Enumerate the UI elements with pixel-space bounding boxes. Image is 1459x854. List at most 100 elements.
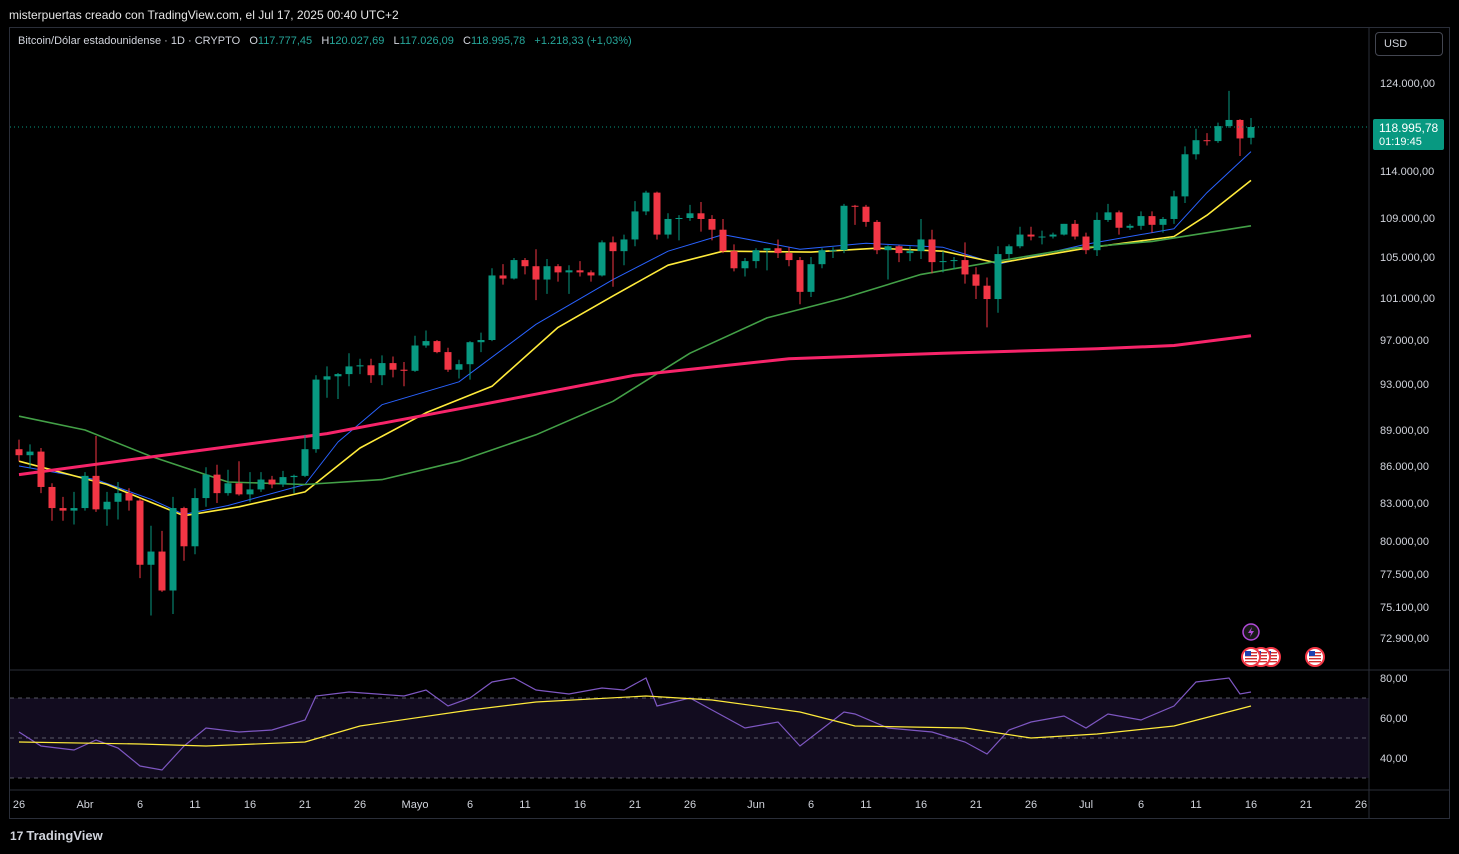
candle-body bbox=[1225, 119, 1233, 127]
candle bbox=[268, 475, 276, 489]
candle bbox=[70, 491, 78, 525]
last-price-value: 118.995,78 bbox=[1379, 121, 1439, 135]
candle bbox=[455, 359, 463, 379]
candle-body bbox=[851, 205, 859, 207]
candle-body bbox=[367, 365, 375, 376]
price-tick-label: 105.000,00 bbox=[1380, 252, 1435, 264]
candle-body bbox=[411, 345, 419, 371]
candle bbox=[730, 244, 738, 272]
candle-body bbox=[169, 508, 177, 591]
candle bbox=[1225, 90, 1233, 128]
candle bbox=[488, 268, 496, 342]
candle bbox=[1060, 223, 1068, 236]
candle-body bbox=[334, 374, 342, 377]
candle bbox=[543, 259, 551, 294]
candle bbox=[752, 248, 760, 269]
candle bbox=[235, 461, 243, 496]
ma-red-line bbox=[18, 334, 1252, 477]
candle bbox=[246, 472, 254, 502]
price-tick-label: 89.000,00 bbox=[1380, 425, 1429, 437]
candle bbox=[81, 472, 89, 511]
candle bbox=[906, 246, 914, 262]
tradingview-footer[interactable]: 17 TradingView bbox=[10, 828, 103, 843]
price-tick-label: 101.000,00 bbox=[1380, 293, 1435, 305]
candle-body bbox=[312, 379, 320, 450]
candle bbox=[532, 249, 540, 301]
candle bbox=[774, 239, 782, 259]
candle bbox=[587, 270, 595, 282]
legend-close-label: C bbox=[463, 35, 471, 47]
candle bbox=[708, 215, 716, 241]
time-tick-label: 6 bbox=[467, 799, 473, 811]
flag-stripe bbox=[1265, 661, 1277, 663]
candle bbox=[1016, 226, 1024, 249]
candle-body bbox=[1115, 212, 1123, 228]
candle bbox=[433, 340, 441, 354]
lightning-bolt bbox=[1248, 627, 1254, 637]
candle-body bbox=[125, 493, 133, 501]
time-tick-label: 26 bbox=[684, 799, 696, 811]
candle-body bbox=[213, 474, 221, 494]
candle-body bbox=[1192, 140, 1200, 155]
candle-body bbox=[609, 242, 617, 252]
candle bbox=[1192, 128, 1200, 160]
candle-body bbox=[884, 246, 892, 251]
currency-button[interactable]: USD bbox=[1375, 32, 1443, 56]
candle bbox=[48, 483, 56, 521]
candle bbox=[59, 496, 67, 521]
flag-stripe bbox=[1309, 661, 1321, 663]
price-tick-label: 114.000,00 bbox=[1380, 166, 1434, 178]
candle bbox=[257, 472, 265, 492]
ma-green-line bbox=[18, 225, 1252, 486]
candle bbox=[1181, 146, 1189, 203]
candle bbox=[1159, 217, 1167, 233]
candle-body bbox=[1247, 127, 1255, 138]
flag-stripe bbox=[1265, 658, 1277, 660]
time-tick-label: 21 bbox=[970, 799, 982, 811]
price-tick-label: 124.000,00 bbox=[1380, 78, 1435, 90]
candle bbox=[873, 219, 881, 255]
candle bbox=[389, 356, 397, 378]
candle bbox=[631, 201, 639, 247]
candle-body bbox=[59, 508, 67, 511]
candle-body bbox=[697, 213, 705, 219]
candle bbox=[1236, 119, 1244, 157]
candle bbox=[1170, 190, 1178, 224]
candle bbox=[378, 355, 386, 386]
candle bbox=[1049, 232, 1057, 239]
candle-body bbox=[521, 260, 529, 267]
candle bbox=[642, 190, 650, 216]
candle bbox=[1038, 230, 1046, 245]
candle-body bbox=[576, 270, 584, 273]
candle-body bbox=[499, 275, 507, 279]
candle bbox=[202, 467, 210, 507]
candle bbox=[510, 258, 518, 280]
us-flag-icon bbox=[1241, 647, 1261, 667]
candle bbox=[15, 439, 23, 462]
candle bbox=[334, 373, 342, 399]
time-tick-label: Jul bbox=[1079, 799, 1093, 811]
candle-body bbox=[246, 489, 254, 495]
candle-body bbox=[378, 363, 386, 376]
candle-body bbox=[235, 483, 243, 495]
flag-circle bbox=[1305, 647, 1325, 667]
chart-frame[interactable] bbox=[9, 27, 1450, 819]
candle bbox=[972, 267, 980, 300]
price-tick-label: 93.000,00 bbox=[1380, 379, 1429, 391]
rsi-tick-label: 80,00 bbox=[1380, 673, 1408, 685]
legend-high: 120.027,69 bbox=[329, 35, 385, 47]
candle bbox=[917, 218, 925, 260]
flag-stripe bbox=[1255, 661, 1267, 663]
time-tick-label: Jun bbox=[747, 799, 765, 811]
rsi-tick-label: 60,00 bbox=[1380, 713, 1408, 725]
candle-body bbox=[1027, 234, 1035, 237]
candle bbox=[1005, 244, 1013, 261]
candle-body bbox=[290, 475, 298, 478]
candle-body bbox=[1038, 236, 1046, 238]
candle-body bbox=[1082, 236, 1090, 251]
candle-body bbox=[345, 366, 353, 375]
legend-low: 117.026,09 bbox=[399, 35, 454, 47]
candle bbox=[1203, 133, 1211, 146]
candle bbox=[422, 330, 430, 348]
